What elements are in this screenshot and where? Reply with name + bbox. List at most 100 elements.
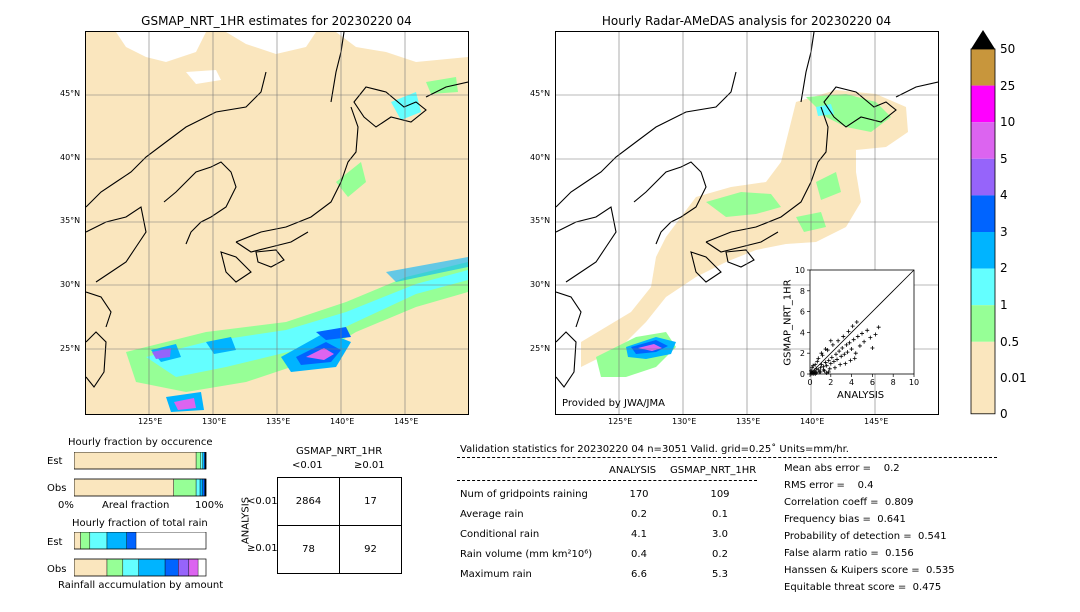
colorbar-label-50: 50	[1000, 42, 1016, 56]
scatter-point	[813, 362, 818, 367]
validation-row-analysis: 0.2	[631, 509, 647, 520]
fraction-segment	[138, 558, 166, 577]
validation-row-analysis: 170	[629, 489, 649, 500]
right-lat-30: 30°N	[530, 280, 551, 289]
colorbar-swatch-10	[971, 122, 995, 159]
validation-header: Validation statistics for 20230220 04 n=…	[460, 444, 849, 455]
contingency-title: GSMAP_NRT_1HR	[296, 446, 383, 457]
scatter-point	[843, 361, 848, 366]
fraction-segment	[80, 532, 91, 550]
map-credit: Provided by JWA/JMA	[562, 398, 665, 409]
scatter-ytick-label: 0	[800, 370, 805, 379]
fraction-segment	[74, 558, 108, 577]
scatter-point	[848, 358, 853, 363]
scatter-point	[810, 365, 815, 370]
occurrence-bars	[74, 452, 207, 497]
occurrence-tick-100: 100%	[195, 500, 224, 511]
fraction-segment	[106, 558, 124, 577]
scatter-point	[841, 334, 846, 339]
fraction-bar-frame	[74, 558, 207, 577]
fraction-segment	[106, 532, 127, 550]
scatter-point	[826, 358, 831, 363]
colorbar-label-25: 25	[1000, 79, 1016, 93]
validation-row-label: Conditional rain	[460, 529, 540, 540]
totalrain-xlabel: Rainfall accumulation by amount	[58, 580, 224, 591]
fraction-bar-frame	[74, 452, 207, 470]
fraction-segment	[122, 558, 139, 577]
scatter-ylabel: GSMAP_NRT_1HR	[782, 279, 794, 366]
validation-row-analysis: 0.4	[631, 549, 647, 560]
scatter-point	[855, 334, 860, 339]
scatter-point	[818, 365, 823, 370]
scatter-point	[819, 362, 824, 367]
scatter-point	[853, 351, 858, 356]
fraction-segment	[74, 532, 81, 550]
scatter-point	[829, 355, 834, 360]
colorbar-swatch-0	[971, 341, 995, 414]
scatter-ytick-label: 2	[800, 349, 805, 358]
score-ets: Equitable threat score = 0.475	[784, 582, 942, 593]
right-lon-125: 125°E	[608, 417, 633, 426]
totalrain-est-label: Est	[47, 537, 63, 548]
scatter-point	[819, 351, 824, 356]
fraction-bar-frame	[74, 532, 207, 550]
left-lat-40: 40°N	[60, 153, 81, 162]
scatter-point	[870, 346, 875, 350]
scatter-xtick-label: 4	[849, 378, 854, 387]
fraction-segment	[188, 558, 199, 577]
colorbar-label-0.01: 0.01	[1000, 371, 1027, 385]
scatter-point	[846, 329, 851, 334]
colorbar-label-0.5: 0.5	[1000, 335, 1020, 349]
fraction-segment	[178, 558, 190, 577]
left-lon-145: 145°E	[394, 417, 419, 426]
colorbar-label-3: 3	[1000, 225, 1008, 239]
validation-row-gsmap: 0.2	[712, 549, 728, 560]
scatter-point	[825, 348, 830, 353]
scatter-point	[826, 369, 831, 374]
validation-row-gsmap: 5.3	[712, 569, 728, 580]
fraction-segment	[202, 452, 205, 470]
fraction-segment	[195, 478, 201, 497]
colorbar-swatch-5	[971, 158, 995, 196]
contingency-cell-br: 92	[339, 525, 402, 574]
fraction-segment	[74, 452, 197, 470]
right-map-title: Hourly Radar-AMeDAS analysis for 2023022…	[601, 14, 892, 28]
contingency-col-ge: ≥0.01	[354, 460, 385, 471]
left-lat-30: 30°N	[60, 280, 81, 289]
scatter-point	[831, 359, 836, 364]
scatter-point	[851, 337, 856, 342]
scatter-point	[850, 324, 855, 329]
right-lon-135: 135°E	[736, 417, 761, 426]
colorbar	[970, 30, 996, 415]
colorbar-swatch-50	[971, 49, 995, 86]
validation-row-gsmap: 0.1	[712, 509, 728, 520]
scatter-point	[844, 342, 849, 347]
validation-row-label: Average rain	[460, 509, 524, 520]
score-hk: Hanssen & Kuipers score = 0.535	[784, 565, 955, 576]
scatter-xtick-label: 8	[891, 378, 896, 387]
left-lon-135: 135°E	[266, 417, 291, 426]
scatter-xtick-label: 6	[870, 378, 875, 387]
scatter-point	[837, 349, 842, 354]
validation-row-gsmap: 3.0	[712, 529, 728, 540]
validation-row-gsmap: 109	[710, 489, 730, 500]
totalrain-title: Hourly fraction of total rain	[72, 518, 208, 529]
contingency-cell-tr: 17	[339, 477, 402, 526]
validation-subdivider	[457, 480, 757, 481]
scatter-point	[824, 370, 829, 375]
scatter-point	[834, 352, 838, 357]
fraction-segment	[195, 452, 201, 470]
scatter-point	[862, 339, 867, 344]
validation-row-analysis: 4.1	[631, 529, 647, 540]
scatter-point	[845, 350, 850, 355]
scatter-point	[840, 346, 845, 350]
score-mean-abs-error: Mean abs error = 0.2	[784, 463, 900, 474]
left-map-title: GSMAP_NRT_1HR estimates for 20230220 04	[141, 14, 412, 28]
validation-divider	[457, 457, 997, 458]
scatter-point	[852, 356, 857, 361]
scatter-point	[839, 354, 844, 359]
colorbar-swatch-1	[971, 305, 995, 342]
scatter-point	[865, 328, 870, 333]
scatter-xtick-label: 10	[909, 378, 919, 387]
contingency-col-lt: <0.01	[292, 460, 323, 471]
